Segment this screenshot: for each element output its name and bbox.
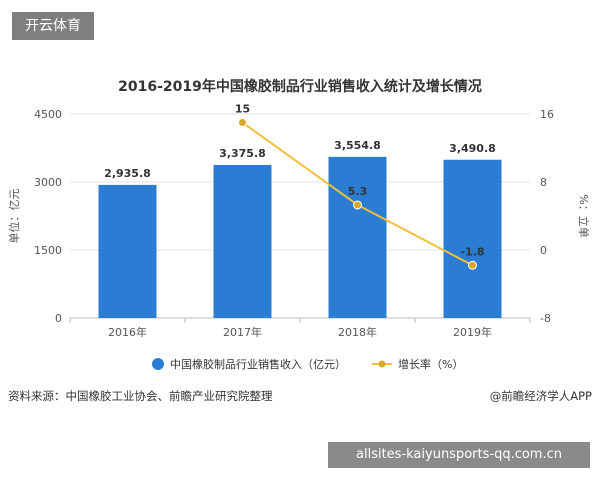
growth-value-label: 15: [235, 103, 250, 116]
bar: [443, 159, 502, 318]
y-right-axis-label: %：立单: [577, 194, 591, 237]
growth-point: [238, 118, 247, 127]
y-right-tick-label: 0: [540, 244, 547, 257]
brand-credit: @前瞻经济学人APP: [489, 389, 592, 403]
x-tick-label: 2018年: [338, 325, 377, 339]
y-right-tick-label: 16: [540, 108, 554, 121]
bar: [98, 184, 157, 318]
growth-point: [468, 260, 477, 270]
bar: [328, 156, 387, 318]
legend-line-label: 增长率（%）: [398, 357, 463, 371]
bar-value-label: 2,935.8: [104, 167, 151, 180]
watermark-badge: 开云体育: [12, 12, 94, 40]
source-note: 资料来源：中国橡胶工业协会、前瞻产业研究院整理: [8, 389, 273, 403]
bar-value-label: 3,554.8: [334, 139, 381, 152]
growth-value-label: -1.8: [460, 245, 484, 258]
x-tick-label: 2019年: [453, 325, 492, 339]
legend-bar-marker: [152, 358, 164, 370]
y-left-tick-label: 3000: [34, 176, 62, 189]
y-left-axis-label: 单位：亿元: [7, 189, 21, 244]
growth-value-label: 5.3: [348, 185, 368, 198]
y-left-tick-label: 1500: [34, 244, 62, 257]
bar-value-label: 3,490.8: [449, 142, 496, 155]
x-tick-label: 2017年: [223, 325, 262, 339]
y-left-tick-label: 4500: [34, 108, 62, 121]
y-left-tick-label: 0: [55, 312, 62, 325]
legend-bar-label: 中国橡胶制品行业销售收入（亿元）: [170, 357, 346, 371]
url-banner[interactable]: allsites-kaiyunsports-qq.com.cn: [328, 442, 590, 468]
growth-point: [353, 200, 362, 210]
y-right-tick-label: -8: [540, 312, 551, 325]
x-tick-label: 2016年: [108, 325, 147, 339]
legend-line-dot: [378, 360, 386, 368]
y-right-tick-label: 8: [540, 176, 547, 189]
bar-value-label: 3,375.8: [219, 147, 266, 160]
bar: [213, 164, 272, 318]
chart-title: 2016-2019年中国橡胶制品行业销售收入统计及增长情况: [118, 79, 482, 95]
